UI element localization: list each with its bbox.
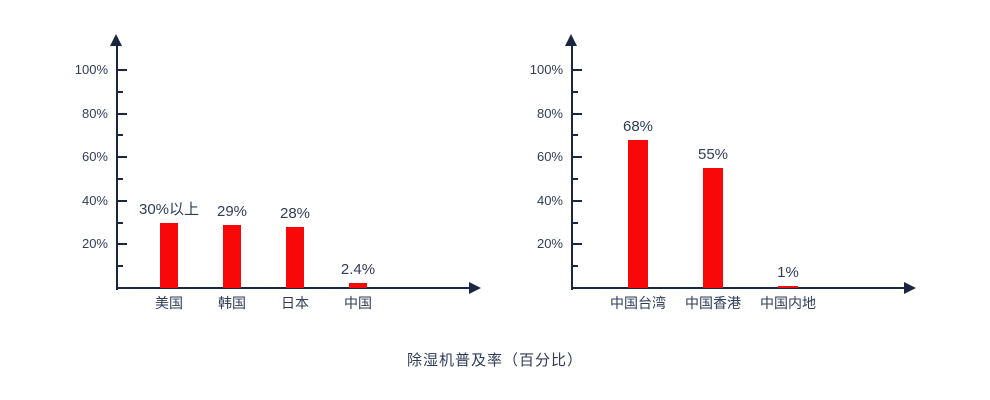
y-tick-label: 40% — [536, 192, 563, 208]
y-tick-label: 60% — [536, 149, 563, 165]
y-axis — [116, 44, 118, 290]
figure-caption: 除湿机普及率（百分比） — [406, 352, 583, 369]
y-minor-tick — [573, 265, 578, 268]
bar-value-label: 30%以上 — [138, 200, 200, 218]
bar — [778, 285, 798, 288]
y-tick-label: 100% — [529, 62, 563, 77]
y-major-tick — [573, 156, 582, 159]
y-minor-tick — [118, 178, 123, 180]
y-tick-label: 80% — [536, 105, 563, 121]
category-label: 中国内地 — [760, 295, 816, 311]
y-axis-arrow-icon — [565, 34, 577, 46]
bar — [703, 168, 723, 288]
category-label: 中国台湾 — [610, 295, 666, 311]
y-axis — [571, 44, 573, 290]
bar — [160, 222, 178, 288]
y-tick-label: 80% — [81, 105, 108, 121]
y-minor-tick — [118, 134, 123, 137]
y-major-tick — [118, 199, 127, 202]
y-tick-label: 40% — [81, 192, 108, 208]
y-minor-tick — [118, 265, 123, 268]
y-major-tick — [118, 69, 127, 71]
y-minor-tick — [118, 221, 123, 224]
category-label: 韩国 — [218, 295, 246, 311]
bar — [223, 224, 241, 288]
y-minor-tick — [118, 90, 123, 93]
y-major-tick — [573, 243, 582, 246]
y-major-tick — [118, 112, 127, 115]
y-tick-label: 60% — [81, 149, 108, 165]
bar-value-label: 68% — [622, 117, 654, 135]
category-label: 中国香港 — [685, 295, 741, 311]
y-minor-tick — [573, 221, 578, 224]
y-tick-label: 100% — [74, 62, 108, 77]
y-minor-tick — [573, 178, 578, 180]
y-major-tick — [573, 199, 582, 202]
category-label: 美国 — [155, 295, 183, 311]
x-axis — [571, 287, 904, 289]
y-tick-label: 20% — [536, 236, 563, 252]
y-major-tick — [573, 69, 582, 71]
bar-chart-countries: 20% 40% 60% 80% 100% 30%以上美国 29% 韩国 28% 日本 2.4% 中国 — [75, 30, 520, 360]
bar — [286, 226, 304, 288]
bar — [349, 282, 367, 288]
y-axis-arrow-icon — [110, 34, 122, 46]
y-tick-label: 20% — [81, 236, 108, 252]
category-label: 中国 — [344, 295, 372, 311]
y-major-tick — [118, 156, 127, 159]
bar-value-label: 29% — [216, 202, 248, 220]
bar-value-label: 2.4% — [340, 260, 376, 278]
bar-value-label: 28% — [279, 204, 311, 222]
y-minor-tick — [573, 134, 578, 137]
x-axis — [116, 287, 469, 289]
x-axis-arrow-icon — [904, 282, 916, 294]
category-label: 日本 — [281, 295, 309, 311]
bar-value-label: 1% — [777, 263, 799, 281]
y-major-tick — [118, 243, 127, 246]
x-axis-arrow-icon — [469, 282, 481, 294]
y-minor-tick — [573, 90, 578, 93]
bar-chart-china-regions: 20% 40% 60% 80% 100% 68% 中国台湾 55% 中国香港 1% 中国内地 — [530, 30, 965, 360]
bar-value-label: 55% — [697, 146, 729, 164]
y-major-tick — [573, 112, 582, 115]
bar — [628, 139, 648, 288]
